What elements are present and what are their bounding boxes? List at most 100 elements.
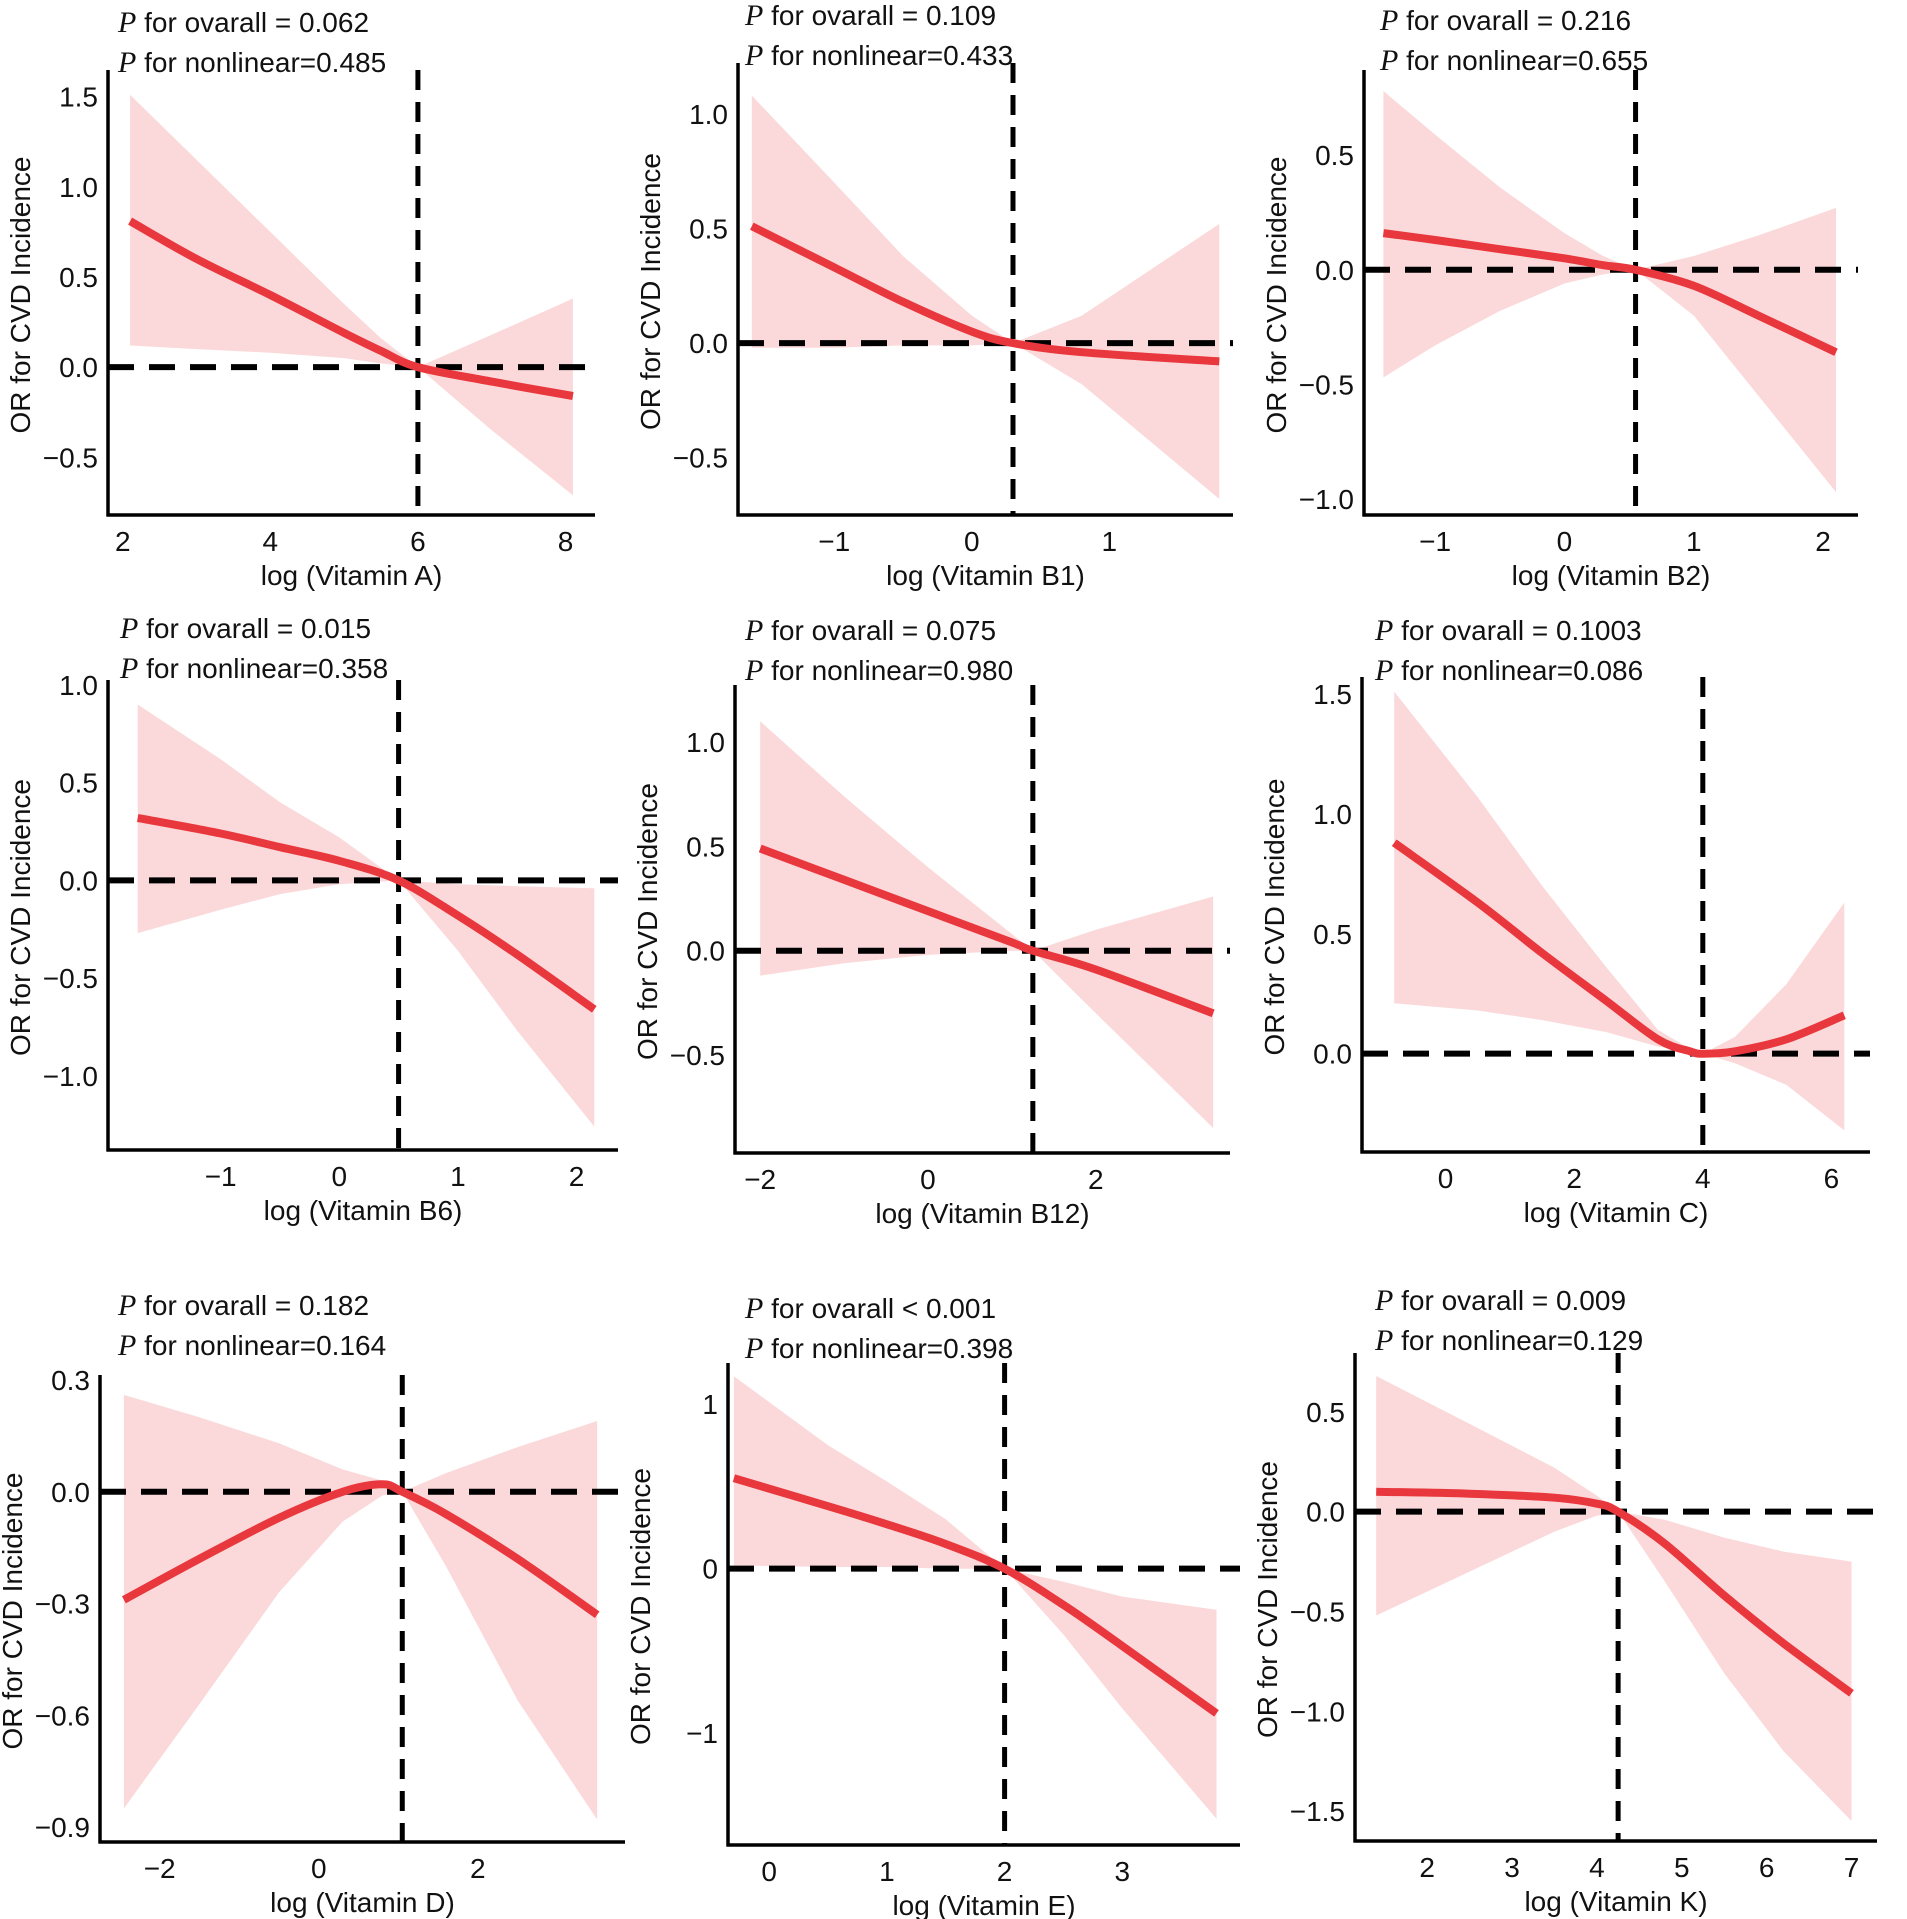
y-tick-label: −0.6 — [35, 1700, 90, 1731]
p-overall-label: P for ovarall = 0.075 — [744, 614, 996, 647]
y-tick-label: 0.5 — [1306, 1397, 1345, 1428]
y-tick-label: −0.5 — [1299, 369, 1354, 400]
x-tick-label: 2 — [1566, 1163, 1582, 1194]
y-axis-title: OR for CVD Incidence — [5, 157, 36, 434]
p-overall-label: P for ovarall = 0.009 — [1374, 1284, 1626, 1317]
x-tick-label: 2 — [997, 1856, 1013, 1887]
x-tick-label: 7 — [1844, 1852, 1860, 1883]
y-tick-label: 0 — [702, 1554, 718, 1585]
x-tick-label: 4 — [263, 526, 279, 557]
y-tick-label: −0.3 — [35, 1589, 90, 1620]
y-tick-label: 1.0 — [59, 670, 98, 701]
p-overall-label: P for ovarall = 0.015 — [119, 612, 371, 645]
y-tick-label: 1 — [702, 1389, 718, 1420]
x-tick-label: −1 — [818, 526, 850, 557]
x-axis-title: log (Vitamin A) — [261, 560, 443, 591]
x-tick-label: 1 — [879, 1856, 895, 1887]
y-tick-label: −0.5 — [670, 1040, 725, 1071]
x-tick-label: 3 — [1115, 1856, 1131, 1887]
x-axis-title: log (Vitamin B2) — [1512, 560, 1711, 591]
x-tick-label: 8 — [558, 526, 574, 557]
y-tick-label: −0.5 — [673, 443, 728, 474]
confidence-band — [733, 1376, 1217, 1819]
x-tick-label: 1 — [1686, 526, 1702, 557]
y-tick-label: −1.5 — [1290, 1796, 1345, 1827]
y-tick-label: −1 — [686, 1718, 718, 1749]
y-axis-title: OR for CVD Incidence — [632, 783, 663, 1060]
p-nonlinear-label: P for nonlinear=0.433 — [744, 39, 1013, 72]
x-tick-label: 4 — [1695, 1163, 1711, 1194]
y-tick-label: 0.0 — [59, 352, 98, 383]
p-overall-label: P for ovarall = 0.182 — [117, 1289, 369, 1322]
confidence-band — [1394, 691, 1845, 1131]
y-tick-label: 1.5 — [59, 82, 98, 113]
y-tick-label: −1.0 — [1299, 484, 1354, 515]
y-tick-label: −1.0 — [1290, 1696, 1345, 1727]
panel-3: −1.0 −0.5 0.0 0.5 −1 0 1 2 log (Vitamin B2) OR fo… — [1261, 4, 1858, 591]
y-tick-label: −0.5 — [1290, 1596, 1345, 1627]
or-curve — [1382, 229, 1838, 356]
y-tick-label: 0.0 — [1313, 1039, 1352, 1070]
confidence-band — [1383, 91, 1836, 493]
x-tick-label: 2 — [470, 1853, 486, 1884]
confidence-band — [1376, 1376, 1852, 1821]
confidence-band — [123, 1394, 598, 1820]
x-axis-title: log (Vitamin K) — [1524, 1886, 1707, 1917]
p-nonlinear-label: P for nonlinear=0.358 — [119, 652, 388, 685]
or-curve — [1376, 1487, 1854, 1697]
x-tick-label: 2 — [1815, 526, 1831, 557]
p-overall-label: P for ovarall = 0.1003 — [1374, 614, 1642, 647]
y-axis-title: OR for CVD Incidence — [0, 1473, 28, 1750]
x-tick-label: −1 — [205, 1161, 237, 1192]
p-overall-label: P for ovarall < 0.001 — [744, 1292, 996, 1325]
panel-6: 0.0 0.5 1.0 1.5 0 2 4 6 log (Vitamin C) OR for CV… — [1259, 614, 1870, 1228]
y-tick-label: 1.0 — [59, 172, 98, 203]
x-tick-label: 6 — [410, 526, 426, 557]
x-tick-label: −2 — [144, 1853, 176, 1884]
x-tick-label: 0 — [331, 1161, 347, 1192]
x-tick-label: 0 — [920, 1164, 936, 1195]
x-tick-label: 0 — [1438, 1163, 1454, 1194]
or-curve — [122, 1480, 600, 1618]
x-tick-label: 0 — [311, 1853, 327, 1884]
x-tick-label: 1 — [1101, 526, 1117, 557]
y-axis-title: OR for CVD Incidence — [1261, 157, 1292, 434]
or-curve — [1391, 839, 1846, 1058]
p-nonlinear-label: P for nonlinear=0.398 — [744, 1332, 1013, 1365]
panel-2: −0.5 0.0 0.5 1.0 −1 0 1 log (Vitamin B1) OR for … — [635, 0, 1233, 591]
y-tick-label: 0.0 — [686, 936, 725, 967]
x-tick-label: 1 — [450, 1161, 466, 1192]
confidence-band — [751, 95, 1220, 499]
y-tick-label: 0.0 — [1315, 255, 1354, 286]
x-tick-label: 0 — [1557, 526, 1573, 557]
x-tick-label: 0 — [964, 526, 980, 557]
x-tick-label: −2 — [744, 1164, 776, 1195]
x-tick-label: 5 — [1674, 1852, 1690, 1883]
or-curve — [732, 1474, 1219, 1717]
x-axis-title: log (Vitamin D) — [270, 1887, 455, 1918]
y-axis-title: OR for CVD Incidence — [1252, 1461, 1283, 1738]
x-tick-label: 4 — [1589, 1852, 1605, 1883]
y-tick-label: 0.5 — [1315, 140, 1354, 171]
y-tick-label: 0.5 — [689, 213, 728, 244]
y-tick-label: 1.5 — [1313, 679, 1352, 710]
panel-9: −1.5 −1.0 −0.5 0.0 0.5 2 3 4 5 6 7 log (Vitamin K) O… — [1252, 1284, 1877, 1917]
y-tick-label: 0.0 — [689, 328, 728, 359]
y-tick-label: 0.5 — [686, 831, 725, 862]
x-tick-label: 3 — [1504, 1852, 1520, 1883]
x-tick-label: 2 — [1088, 1164, 1104, 1195]
x-axis-title: log (Vitamin B1) — [886, 560, 1085, 591]
or-curve — [136, 813, 597, 1013]
x-tick-label: 2 — [115, 526, 131, 557]
x-axis-title: log (Vitamin E) — [892, 1890, 1075, 1919]
y-axis-title: OR for CVD Incidence — [625, 1468, 656, 1745]
y-tick-label: 1.0 — [686, 727, 725, 758]
panel-4: −1.0 −0.5 0.0 0.5 1.0 −1 0 1 2 log (Vitamin B6) OR… — [5, 612, 618, 1226]
y-tick-label: −0.5 — [43, 963, 98, 994]
p-nonlinear-label: P for nonlinear=0.129 — [1374, 1324, 1643, 1357]
y-tick-label: 0.3 — [51, 1365, 90, 1396]
y-tick-label: 1.0 — [1313, 799, 1352, 830]
p-overall-label: P for ovarall = 0.109 — [744, 0, 996, 32]
